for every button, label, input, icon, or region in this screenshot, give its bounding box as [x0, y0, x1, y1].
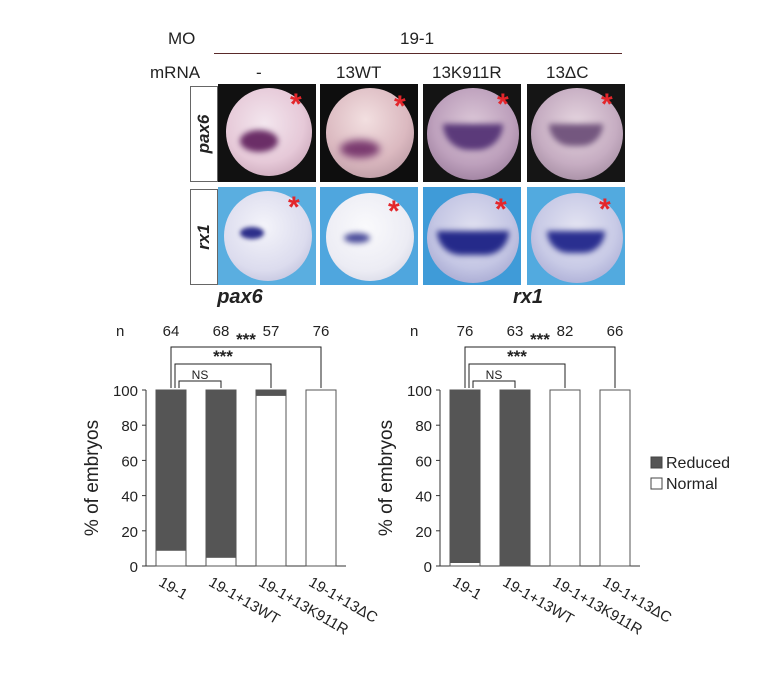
bar-normal [205, 556, 237, 567]
mrna-label: mRNA [150, 63, 201, 82]
condition-label-2: 13WT [336, 63, 382, 82]
bar-normal [305, 389, 337, 567]
y-tick-label: 40 [415, 489, 432, 506]
significance-bracket [178, 380, 222, 388]
embryo-rx1-control: * [218, 187, 316, 285]
n-value: 68 [213, 323, 230, 340]
y-tick-label: 100 [407, 383, 432, 400]
n-label: n [410, 323, 418, 340]
bar-reduced [499, 389, 531, 567]
y-axis-label: % of embryos [82, 420, 103, 536]
chart-title: pax6 [216, 286, 263, 308]
embryo-rx1-13dc: * [527, 187, 625, 285]
asterisk-marker: * [599, 193, 611, 226]
embryo-pax6-13k911r: * [423, 84, 521, 182]
embryo-pax6-13dc: * [527, 84, 625, 182]
y-tick-label: 60 [121, 453, 138, 470]
significance-bracket [468, 363, 566, 388]
mo-label: MO [168, 29, 196, 48]
significance-label: NS [486, 368, 503, 382]
bar-normal [549, 389, 581, 567]
n-value: 66 [607, 323, 624, 340]
embryo-pax6-13wt: * [320, 84, 418, 182]
y-tick-label: 20 [121, 524, 138, 541]
bar-reduced [155, 389, 187, 551]
n-value: 57 [263, 323, 280, 340]
bar-normal [449, 561, 481, 567]
bar-reduced [449, 389, 481, 563]
significance-bracket [472, 380, 516, 388]
y-tick-label: 60 [415, 453, 432, 470]
asterisk-marker: * [394, 90, 406, 123]
mo-value: 19-1 [400, 29, 435, 48]
n-value: 82 [557, 323, 574, 340]
legend-label-reduced: Reduced [666, 455, 730, 472]
row-label-rx1: rx1 [190, 189, 218, 285]
n-value: 63 [507, 323, 524, 340]
significance-bracket [174, 363, 272, 388]
asterisk-marker: * [288, 191, 300, 224]
category-label: 19-1 [450, 574, 485, 604]
n-label: n [116, 323, 124, 340]
legend-swatch-reduced [650, 456, 663, 469]
bar-reduced [255, 389, 287, 396]
significance-label: *** [213, 347, 233, 366]
bar-normal [255, 394, 287, 567]
y-tick-label: 80 [121, 418, 138, 435]
mo-underline [214, 53, 622, 54]
n-value: 76 [457, 323, 474, 340]
y-tick-label: 20 [415, 524, 432, 541]
legend-swatch-normal [650, 477, 663, 490]
significance-label: *** [530, 330, 550, 349]
embryo-rx1-13k911r: * [423, 187, 521, 285]
condition-label-4: 13ΔC [546, 63, 589, 82]
significance-label: *** [507, 347, 527, 366]
chart-title: rx1 [513, 286, 543, 308]
category-label: 19-1 [156, 574, 191, 604]
significance-label: *** [236, 330, 256, 349]
bar-reduced [205, 389, 237, 558]
y-tick-label: 40 [121, 489, 138, 506]
y-tick-label: 0 [424, 559, 432, 576]
significance-label: NS [192, 368, 209, 382]
asterisk-marker: * [495, 193, 507, 226]
significance-bracket [170, 346, 322, 388]
row-label-pax6: pax6 [190, 86, 218, 182]
n-value: 76 [313, 323, 330, 340]
embryo-pax6-control: * [218, 84, 316, 182]
bar-normal [599, 389, 631, 567]
y-axis-label: % of embryos [376, 420, 397, 536]
y-tick-label: 100 [113, 383, 138, 400]
embryo-rx1-13wt: * [320, 187, 418, 285]
n-value: 64 [163, 323, 180, 340]
asterisk-marker: * [601, 88, 613, 121]
asterisk-marker: * [290, 88, 302, 121]
y-tick-label: 0 [130, 559, 138, 576]
asterisk-marker: * [497, 88, 509, 121]
legend-label-normal: Normal [666, 476, 718, 493]
y-tick-label: 80 [415, 418, 432, 435]
significance-bracket [464, 346, 616, 388]
bar-normal [155, 549, 187, 567]
asterisk-marker: * [388, 195, 400, 228]
condition-label-1: - [256, 63, 262, 82]
condition-label-3: 13K911R [432, 63, 502, 82]
